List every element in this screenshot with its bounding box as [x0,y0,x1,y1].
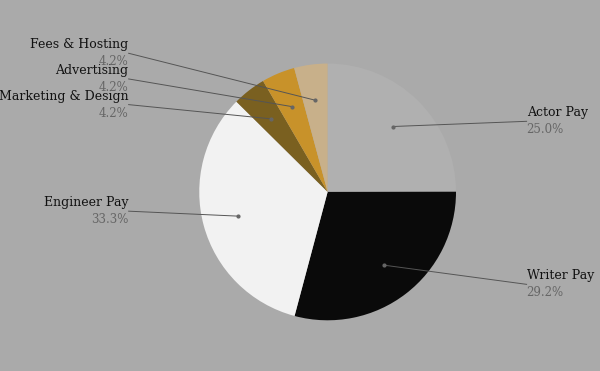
Text: 4.2%: 4.2% [99,55,128,68]
Wedge shape [295,192,456,320]
Text: 29.2%: 29.2% [527,286,564,299]
Text: 4.2%: 4.2% [99,81,128,94]
Text: Writer Pay: Writer Pay [527,269,594,282]
Wedge shape [263,68,328,192]
Text: Marketing & Design: Marketing & Design [0,90,128,103]
Text: 25.0%: 25.0% [527,123,564,136]
Wedge shape [199,102,328,316]
Text: Fees & Hosting: Fees & Hosting [31,38,128,51]
Text: 33.3%: 33.3% [91,213,128,226]
Text: Engineer Pay: Engineer Pay [44,196,128,209]
Text: Advertising: Advertising [56,64,128,77]
Wedge shape [328,63,456,192]
Text: 4.2%: 4.2% [99,106,128,119]
Wedge shape [236,81,328,192]
Wedge shape [294,63,328,192]
Text: Actor Pay: Actor Pay [527,106,588,119]
